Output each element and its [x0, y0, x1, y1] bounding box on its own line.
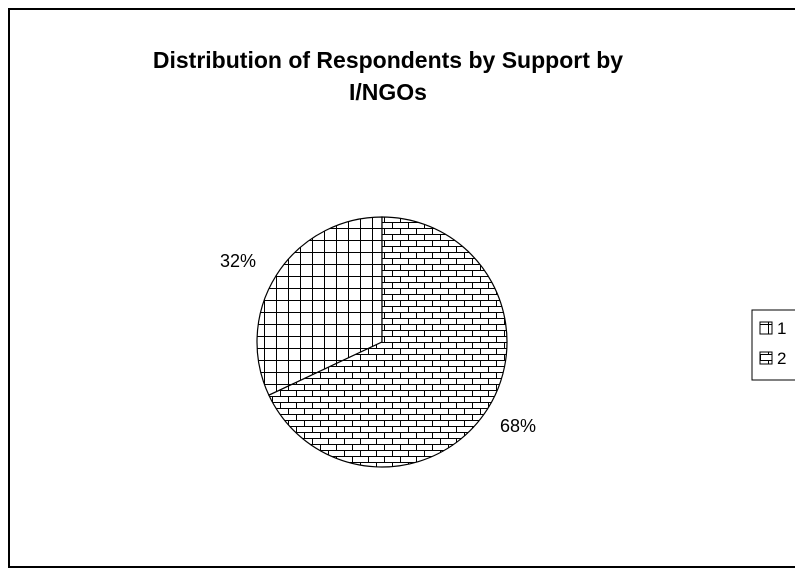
legend: 12 [751, 309, 795, 381]
pie-slice-1 [256, 216, 383, 397]
data-label-2: 68% [500, 416, 536, 436]
chart-title: Distribution of Respondents by Support b… [8, 44, 768, 108]
legend-label-1: 1 [777, 319, 786, 338]
pie-chart: 32%68% 12 [220, 216, 795, 468]
pie-group: 32% 68% [220, 216, 536, 468]
chart-title-line-2: I/NGOs [349, 79, 427, 105]
legend-label-2: 2 [777, 349, 786, 368]
pie-slice-2 [268, 216, 508, 468]
legend-swatch-1 [759, 321, 773, 335]
legend-swatch-2 [759, 351, 773, 365]
legend-box [751, 309, 795, 381]
chart-title-line-1: Distribution of Respondents by Support b… [152, 47, 624, 73]
data-label-1: 32% [220, 251, 256, 271]
